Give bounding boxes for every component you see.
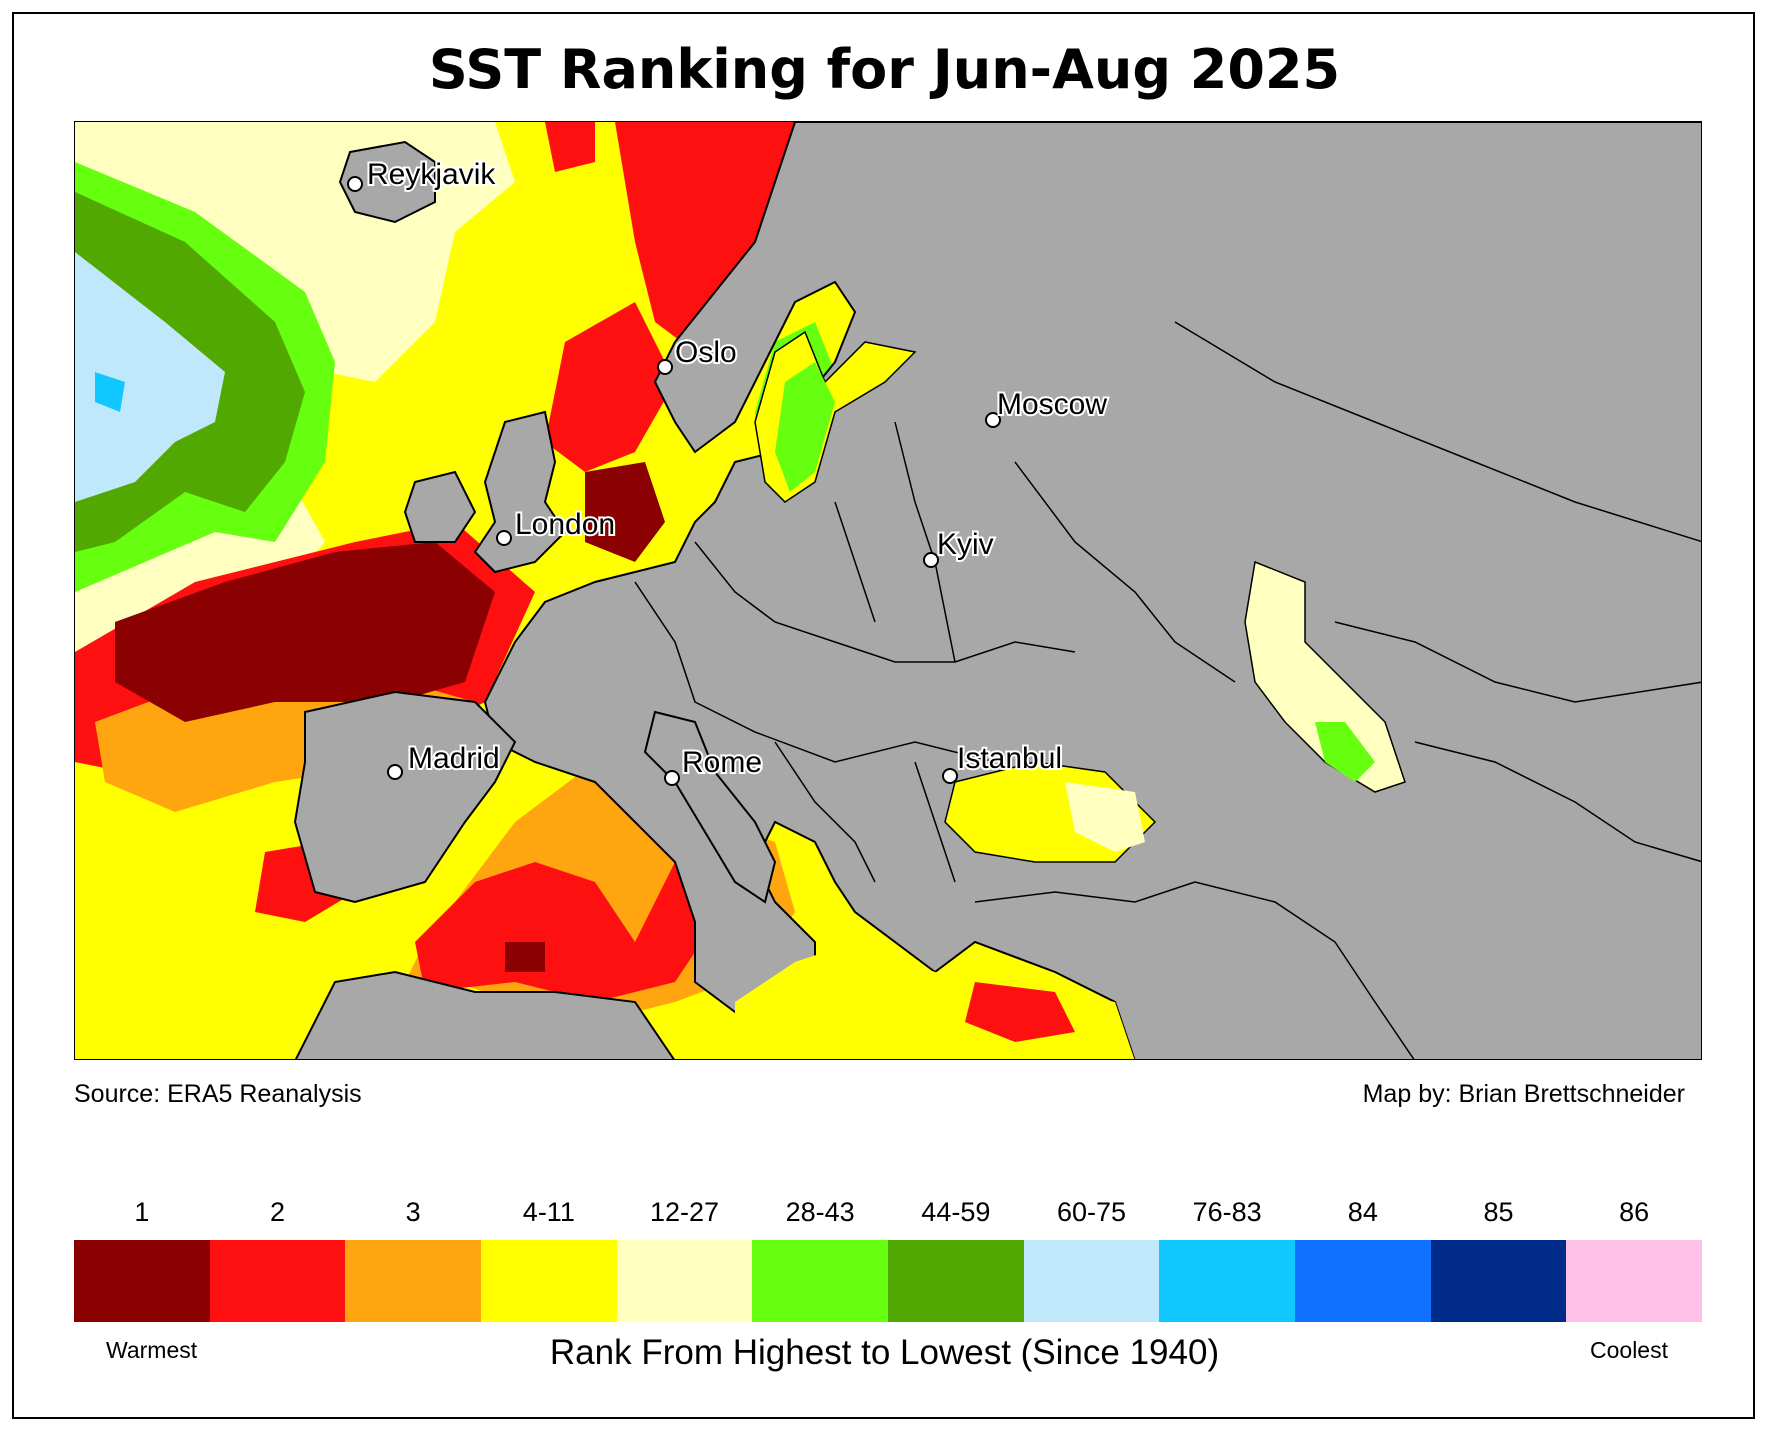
legend-tick-label: 60-75	[1056, 1197, 1127, 1227]
city-label: Madrid	[408, 742, 500, 775]
rank-1-balearic	[505, 942, 545, 972]
city-oslo[interactable]: Oslo	[657, 334, 739, 375]
city-kyiv[interactable]: Kyiv	[923, 526, 996, 568]
city-london[interactable]: London	[496, 506, 617, 546]
city-moscow[interactable]: Moscow	[985, 386, 1109, 428]
land-italy	[643, 710, 777, 904]
legend-swatch	[1295, 1240, 1431, 1322]
city-label: Moscow	[997, 388, 1107, 421]
land-ireland	[403, 470, 477, 543]
legend-tick-label: 12-27	[649, 1197, 720, 1227]
legend-swatch	[888, 1240, 1024, 1322]
city-marker	[657, 359, 673, 375]
map-canvas: Reykjavik Oslo Moscow London Kyiv Madrid…	[75, 122, 1701, 1059]
legend-tick-label: 2	[269, 1197, 286, 1227]
rank-12-27-black-sea-east	[1065, 782, 1145, 852]
legend-tick-label: 44-59	[921, 1197, 991, 1227]
city-marker	[496, 530, 512, 546]
rank-2-mediterranean	[415, 822, 715, 1002]
rank-28-43-baltic-core	[775, 362, 835, 492]
legend-tick-label: 1	[134, 1197, 150, 1227]
legend-swatch	[1023, 1240, 1160, 1322]
legend-tick-label: 28-43	[785, 1197, 855, 1227]
city-label: Rome	[682, 746, 762, 779]
legend-swatch	[616, 1240, 753, 1322]
city-marker	[985, 412, 1001, 428]
legend-swatch	[209, 1240, 346, 1322]
city-rome[interactable]: Rome	[664, 744, 764, 786]
land-great-britain	[473, 410, 567, 574]
legend-axis-label: Rank From Highest to Lowest (Since 1940)	[549, 1333, 1220, 1372]
legend-tick-label: 76-83	[1192, 1197, 1262, 1227]
legend-swatch	[345, 1240, 482, 1322]
city-reykjavik[interactable]: Reykjavik	[347, 156, 498, 193]
map-credit: Map by: Brian Brettschneider	[1362, 1080, 1685, 1108]
legend-tick-label: 85	[1483, 1197, 1514, 1227]
rank-1-biscay-core	[115, 542, 495, 722]
city-label: Reykjavik	[367, 158, 496, 191]
legend-tick-label: 3	[405, 1197, 421, 1227]
legend-tick-label: 86	[1619, 1197, 1650, 1227]
legend-tick-label: 4-11	[522, 1197, 575, 1227]
legend-swatch	[752, 1240, 889, 1322]
city-marker	[664, 770, 680, 786]
legend-swatch	[1430, 1240, 1567, 1322]
city-marker	[387, 764, 403, 780]
data-source: Source: ERA5 Reanalysis	[74, 1080, 362, 1108]
land-scandinavia-east	[483, 122, 1701, 1059]
land-iberia	[293, 690, 517, 904]
rank-1-north-sea-core	[585, 462, 665, 562]
rank-60-75-west	[75, 252, 225, 502]
rank-2-levant	[965, 982, 1075, 1042]
legend-swatch	[1566, 1240, 1703, 1322]
legend-tick-label: 84	[1347, 1197, 1378, 1227]
city-label: London	[515, 508, 615, 541]
city-label: Istanbul	[957, 742, 1062, 775]
city-label: Oslo	[675, 336, 737, 369]
legend-swatch	[1159, 1240, 1296, 1322]
country-borders	[634, 321, 1701, 1059]
rank-2-greenland-coast	[545, 122, 595, 172]
city-istanbul[interactable]: Istanbul	[942, 740, 1064, 784]
sst-map[interactable]: Reykjavik Oslo Moscow London Kyiv Madrid…	[74, 121, 1702, 1060]
map-title: SST Ranking for Jun-Aug 2025	[428, 38, 1341, 101]
city-marker	[942, 768, 958, 784]
legend-colorbar	[74, 1240, 1703, 1322]
rank-2-north-sea	[545, 302, 675, 472]
legend-swatch	[481, 1240, 617, 1322]
legend-high-end-label: Coolest	[1590, 1337, 1668, 1363]
legend-low-end-label: Warmest	[106, 1337, 198, 1363]
rank-28-43-caspian	[1315, 722, 1375, 782]
land-iceland	[338, 140, 436, 224]
caspian-sea	[1244, 560, 1406, 793]
rank-76-83-west	[95, 372, 125, 412]
legend-swatch	[74, 1240, 210, 1322]
city-marker	[347, 176, 363, 192]
city-label: Kyiv	[937, 528, 994, 561]
city-madrid[interactable]: Madrid	[387, 740, 502, 780]
land-north-africa	[294, 970, 675, 1059]
city-marker	[923, 552, 939, 568]
